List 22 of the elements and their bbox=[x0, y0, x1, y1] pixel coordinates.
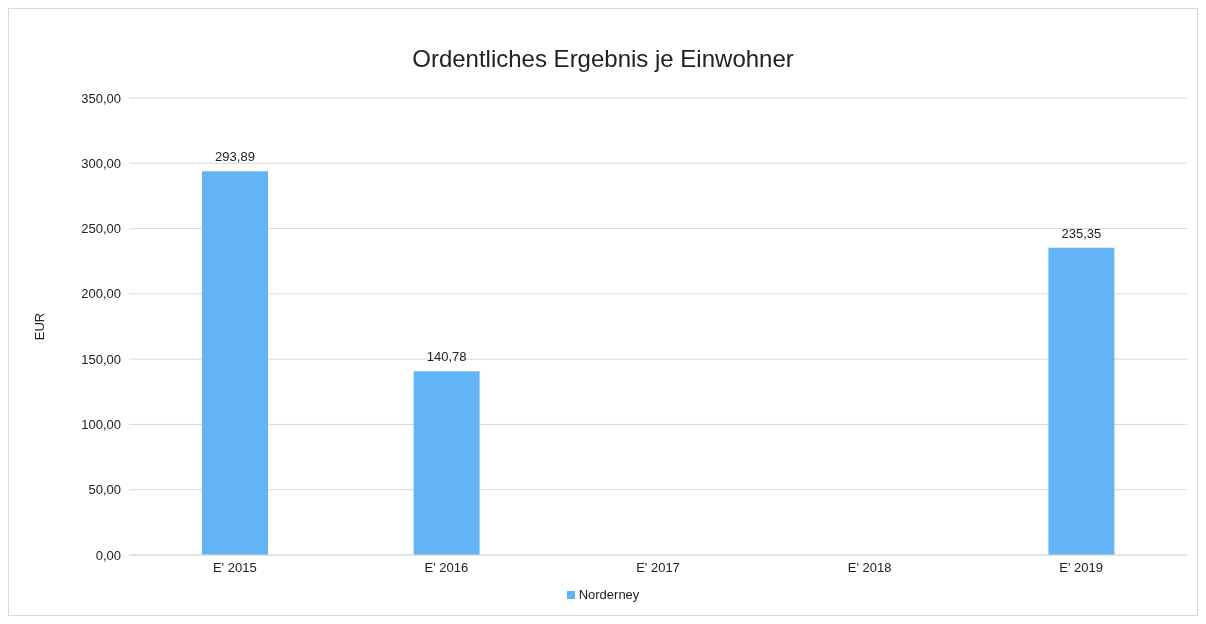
y-tick-label: 100,00 bbox=[81, 417, 121, 433]
data-label: 235,35 bbox=[1061, 225, 1102, 241]
y-tick-label: 0,00 bbox=[95, 547, 121, 563]
x-tick-label: E' 2015 bbox=[212, 560, 257, 576]
y-tick-label: 250,00 bbox=[81, 221, 121, 237]
data-label: 140,78 bbox=[426, 349, 467, 365]
y-tick-label: 200,00 bbox=[81, 286, 121, 302]
bar bbox=[1048, 247, 1115, 555]
y-axis-title: EUR bbox=[31, 312, 47, 341]
x-tick-label: E' 2019 bbox=[1059, 560, 1104, 576]
x-tick-label: E' 2017 bbox=[636, 560, 680, 576]
y-tick-label: 350,00 bbox=[81, 90, 121, 106]
bar bbox=[413, 371, 480, 555]
y-tick-label: 300,00 bbox=[81, 155, 121, 171]
x-tick-label: E' 2018 bbox=[847, 560, 892, 576]
legend-label: Norderney bbox=[578, 587, 640, 602]
bar bbox=[202, 171, 268, 555]
x-tick-label: E' 2016 bbox=[424, 560, 469, 576]
y-tick-label: 50,00 bbox=[88, 482, 121, 498]
chart-title: Ordentliches Ergebnis je Einwohner bbox=[411, 45, 795, 73]
data-label: 293,89 bbox=[215, 149, 255, 165]
y-tick-label: 150,00 bbox=[81, 351, 121, 367]
